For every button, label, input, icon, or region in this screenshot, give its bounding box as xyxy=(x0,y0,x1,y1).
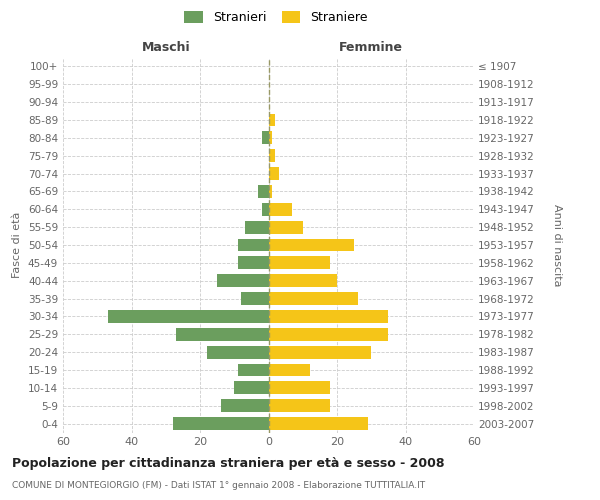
Bar xyxy=(269,364,310,376)
Bar xyxy=(241,292,269,305)
Bar xyxy=(269,292,358,305)
Legend: Stranieri, Straniere: Stranieri, Straniere xyxy=(179,6,373,29)
Bar xyxy=(238,256,269,270)
Y-axis label: Fasce di età: Fasce di età xyxy=(13,212,22,278)
Bar xyxy=(269,238,354,252)
Bar xyxy=(173,417,269,430)
Bar xyxy=(269,400,330,412)
Text: Femmine: Femmine xyxy=(339,41,403,54)
Bar xyxy=(262,132,269,144)
Bar xyxy=(269,328,388,340)
Bar xyxy=(107,310,269,323)
Bar xyxy=(238,364,269,376)
Bar xyxy=(269,203,292,215)
Bar xyxy=(245,220,269,234)
Bar xyxy=(269,150,275,162)
Bar xyxy=(217,274,269,287)
Bar xyxy=(269,382,330,394)
Bar xyxy=(269,417,368,430)
Y-axis label: Anni di nascita: Anni di nascita xyxy=(551,204,562,286)
Bar xyxy=(269,185,272,198)
Bar xyxy=(207,346,269,358)
Bar xyxy=(269,220,303,234)
Bar xyxy=(238,238,269,252)
Bar xyxy=(269,132,272,144)
Text: Popolazione per cittadinanza straniera per età e sesso - 2008: Popolazione per cittadinanza straniera p… xyxy=(12,458,445,470)
Bar xyxy=(221,400,269,412)
Text: Maschi: Maschi xyxy=(142,41,190,54)
Bar xyxy=(269,274,337,287)
Bar xyxy=(269,256,330,270)
Bar xyxy=(269,114,275,126)
Bar xyxy=(234,382,269,394)
Bar xyxy=(269,346,371,358)
Bar xyxy=(176,328,269,340)
Text: COMUNE DI MONTEGIORGIO (FM) - Dati ISTAT 1° gennaio 2008 - Elaborazione TUTTITAL: COMUNE DI MONTEGIORGIO (FM) - Dati ISTAT… xyxy=(12,481,425,490)
Bar xyxy=(262,203,269,215)
Bar xyxy=(269,167,279,180)
Bar xyxy=(258,185,269,198)
Bar xyxy=(269,310,388,323)
